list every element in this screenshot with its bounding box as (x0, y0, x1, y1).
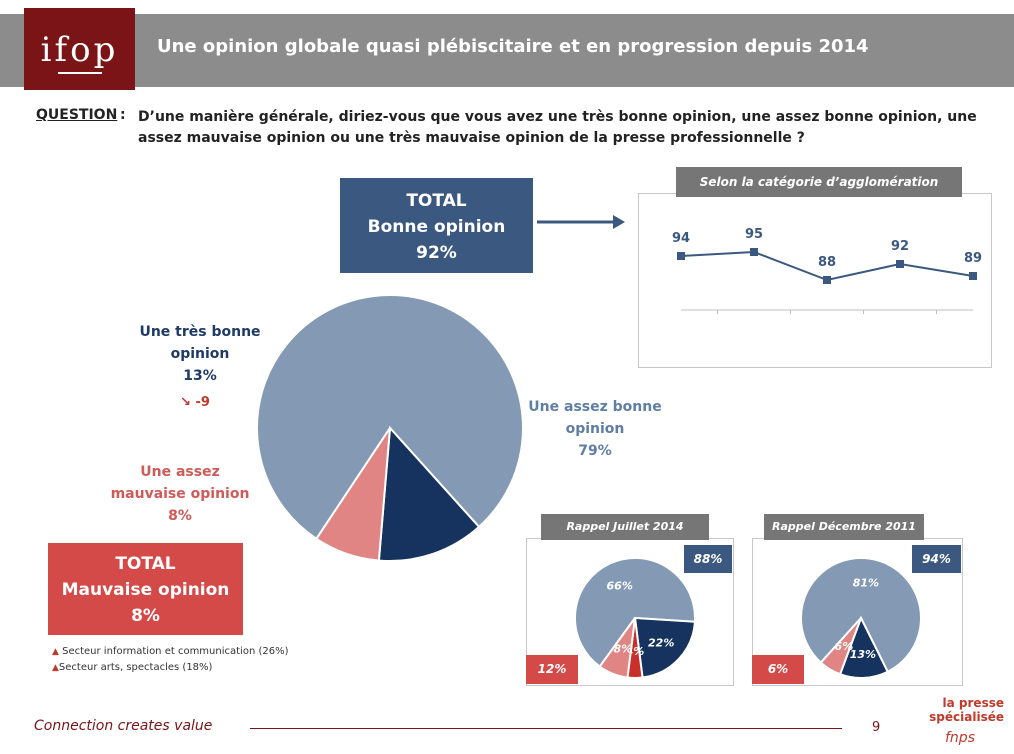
pie-2011-slice-label-2: 6% (835, 640, 854, 653)
agglo-point-4 (969, 272, 977, 280)
agglo-chart-panel: 94 95 88 92 89 (638, 193, 992, 368)
label-assez-mauvaise: Une assez mauvaise opinion 8% (100, 461, 260, 527)
page-number: 9 (872, 720, 881, 735)
main-pie-slice-0 (256, 294, 524, 541)
main-pie-chart (256, 294, 524, 562)
brand-logo: la presse spécialisée (912, 696, 1004, 724)
page-title: Une opinion globale quasi plébiscitaire … (157, 36, 869, 57)
logo-text: ifop (40, 30, 119, 70)
sector-note-2-text: Secteur arts, spectacles (18%) (58, 662, 213, 673)
total-bad-sublabel: Mauvaise opinion (61, 580, 230, 600)
label-assez-mauvaise-value: 8% (168, 508, 192, 524)
label-assez-bonne-line2: opinion (565, 421, 625, 437)
main-pie-slice-1 (377, 425, 481, 562)
total-good-box: TOTAL Bonne opinion 92% (340, 178, 533, 273)
recall-2014-good-badge: 88% (684, 545, 732, 573)
recall-2014-pie-chart: 66%22%4%8% (574, 557, 696, 680)
question-colon: : (120, 107, 126, 123)
total-bad-label: TOTAL (115, 554, 176, 574)
trend-indicator: ↘ -9 (180, 395, 210, 410)
total-good-label: TOTAL (406, 191, 467, 211)
total-bad-box: TOTAL Mauvaise opinion 8% (48, 543, 243, 635)
triangle-up-icon: ▲ (52, 647, 59, 657)
trend-down-icon: ↘ (180, 395, 191, 410)
pie-2011-slice-2 (819, 617, 862, 676)
total-good-sublabel: Bonne opinion (367, 217, 506, 237)
agglo-point-1 (750, 248, 758, 256)
trend-value: -9 (195, 395, 210, 410)
pie-2011-slice-label-0: 81% (853, 576, 879, 589)
label-tres-bonne-line2: opinion (170, 346, 230, 362)
arrow-right-icon (537, 215, 625, 229)
agglo-point-3 (896, 260, 904, 268)
label-tres-bonne: Une très bonne opinion 13% (120, 321, 280, 387)
agglo-point-label-0: 94 (672, 231, 690, 246)
pie-2014-slice-label-3: 8% (614, 643, 633, 656)
label-tres-bonne-value: 13% (183, 368, 217, 384)
agglo-line-chart: 94 95 88 92 89 (672, 227, 982, 314)
pie-2014-slice-label-0: 66% (607, 579, 633, 592)
recall-2011-pie-chart: 81% 13%6% (800, 557, 922, 679)
label-assez-bonne-line1: Une assez bonne (528, 399, 662, 415)
agglo-point-label-2: 88 (818, 255, 836, 270)
agglo-point-label-1: 95 (745, 227, 763, 242)
pie-2014-slice-1 (633, 616, 696, 679)
sector-note-1-text: Secteur information et communication (26… (62, 646, 289, 657)
pie-2014-slice-0 (574, 557, 696, 668)
main-pie-slice-2 (315, 427, 391, 562)
brand-line2: spécialisée (929, 710, 1004, 724)
label-assez-mauvaise-line1: Une assez (140, 464, 220, 480)
agglo-point-label-3: 92 (891, 239, 909, 254)
agglo-point-label-4: 89 (964, 251, 982, 266)
label-assez-mauvaise-line2: mauvaise opinion (110, 486, 250, 502)
question-text: D’une manière générale, diriez-vous que … (138, 109, 977, 146)
label-assez-bonne: Une assez bonne opinion 79% (520, 396, 670, 462)
recall-2011-title: Rappel Décembre 2011 (764, 514, 924, 540)
pie-2011-slice-0 (800, 557, 922, 674)
label-assez-bonne-value: 79% (578, 443, 612, 459)
sector-note-2: ▲Secteur arts, spectacles (18%) (52, 662, 212, 673)
header-bar (0, 14, 1014, 87)
agglo-point-0 (677, 252, 685, 260)
recall-2011-good-badge: 94% (912, 545, 961, 573)
label-tres-bonne-line1: Une très bonne (139, 324, 261, 340)
total-bad-value: 8% (131, 606, 160, 626)
triangle-up-icon: ▲ (52, 663, 59, 673)
brand-signature: fnps (945, 730, 975, 746)
recall-2014-bad-badge: 12% (526, 655, 578, 684)
pie-2011-slice-label-1: 13% (850, 648, 876, 661)
ifop-logo (24, 8, 135, 90)
agglo-chart-title: Selon la catégorie d’agglomération (676, 167, 962, 197)
sector-note-1: ▲ Secteur information et communication (… (52, 646, 289, 657)
recall-2014-title: Rappel Juillet 2014 (541, 514, 709, 540)
pie-2014-slice-label-1: 22% (648, 637, 674, 650)
footer-tagline: Connection creates value (34, 718, 213, 734)
question-label: QUESTION (36, 107, 118, 123)
pie-2014-slice-3 (598, 617, 636, 679)
total-good-value: 92% (416, 243, 457, 263)
footer-divider (250, 728, 842, 729)
brand-line1: la presse (942, 696, 1004, 710)
recall-2011-bad-badge: 6% (752, 655, 804, 684)
logo-underline (58, 72, 102, 74)
agglo-point-2 (823, 276, 831, 284)
